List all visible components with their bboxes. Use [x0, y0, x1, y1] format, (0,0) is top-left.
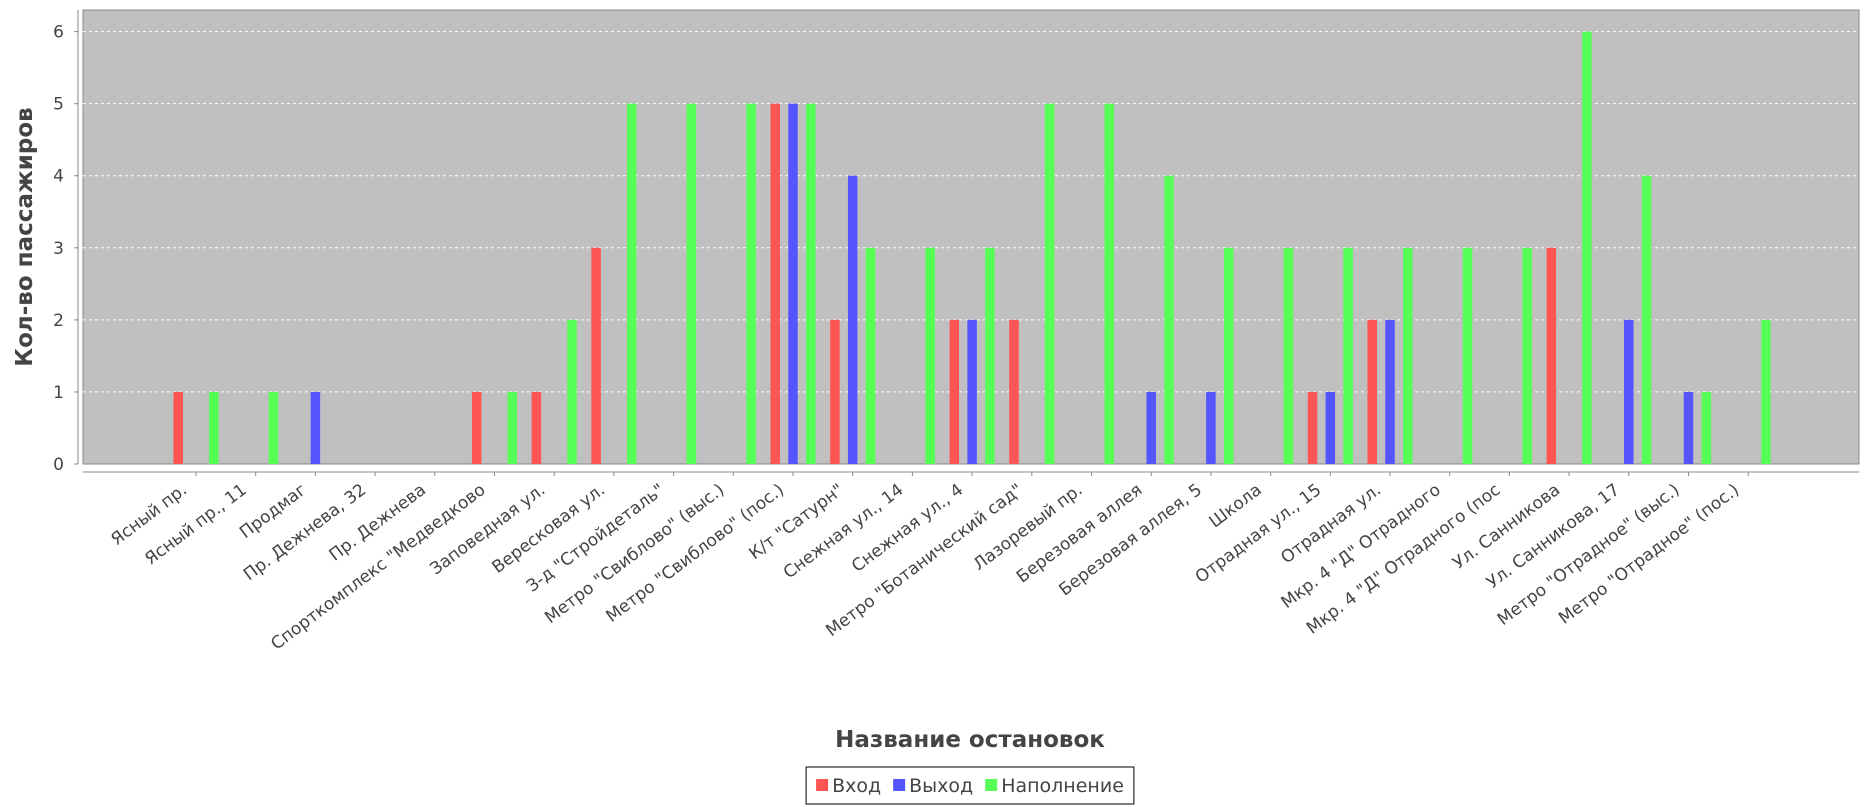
y-tick-label: 1 [53, 383, 64, 403]
bar [967, 319, 977, 464]
bar [1206, 391, 1216, 464]
y-tick-label: 4 [53, 167, 64, 187]
x-tick-label: Спорткомплекс "Медведково [267, 480, 489, 654]
bar [1325, 391, 1336, 464]
y-tick-label: 6 [53, 23, 64, 43]
x-axis-title: Название остановок [835, 727, 1105, 753]
legend-box [805, 766, 1135, 805]
bar [173, 391, 183, 464]
y-tick-label: 0 [53, 455, 64, 475]
bar [1582, 31, 1592, 464]
bar [949, 319, 960, 464]
bar [1522, 247, 1532, 464]
legend-label: Вход [832, 775, 881, 797]
bar [830, 319, 840, 464]
x-tick-label: Отрадная ул. [1277, 480, 1385, 568]
bar [925, 247, 935, 464]
legend: Вход Выход Наполнение [805, 766, 1135, 805]
bar [985, 247, 995, 464]
bar [1683, 391, 1694, 464]
bar [865, 247, 876, 464]
bar [1546, 247, 1557, 464]
bar [1403, 247, 1413, 464]
y-tick-label: 2 [53, 311, 64, 331]
bar [1761, 319, 1771, 464]
bar [1104, 103, 1115, 464]
bar [1307, 391, 1318, 464]
bar [1044, 103, 1055, 464]
bar [268, 391, 279, 464]
bar [746, 103, 756, 464]
bar [1283, 247, 1294, 464]
bar [1343, 247, 1353, 464]
bar [567, 319, 577, 464]
bar [507, 391, 518, 464]
bar [1641, 175, 1652, 464]
bar [310, 391, 321, 464]
y-tick-label: 5 [53, 95, 64, 115]
bar [591, 247, 601, 464]
bar [531, 391, 542, 464]
bar [847, 175, 858, 464]
y-tick-label: 3 [53, 239, 64, 259]
bar [686, 103, 697, 464]
bar [770, 103, 780, 464]
bar [1385, 319, 1395, 464]
bar [471, 391, 482, 464]
bar [626, 103, 637, 464]
legend-swatch [893, 779, 906, 791]
bar [1009, 319, 1019, 464]
bar [1146, 391, 1156, 464]
bar [788, 103, 798, 464]
bar [1223, 247, 1234, 464]
bar [1164, 175, 1174, 464]
bar [1624, 319, 1634, 464]
y-axis-title: Кол-во пассажиров [12, 107, 38, 366]
bar [806, 103, 816, 464]
legend-swatch [816, 779, 829, 791]
bar [1367, 319, 1377, 464]
bar [1462, 247, 1473, 464]
legend-label: Выход [909, 775, 973, 797]
bar [1701, 391, 1712, 464]
bar [209, 391, 219, 464]
x-tick-label: Ясный пр., 11 [141, 480, 250, 569]
legend-swatch [985, 779, 998, 791]
legend-label: Наполнение [1001, 775, 1124, 797]
